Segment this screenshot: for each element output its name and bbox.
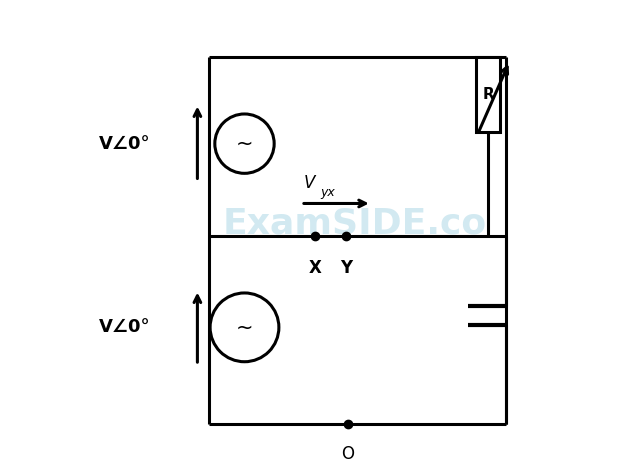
Text: V∠0°: V∠0° xyxy=(98,135,150,153)
Text: R: R xyxy=(482,87,494,102)
Circle shape xyxy=(210,293,279,362)
Text: ExamSIDE.co: ExamSIDE.co xyxy=(223,207,487,241)
Text: Y: Y xyxy=(340,259,352,277)
Text: yx: yx xyxy=(321,186,335,199)
Bar xyxy=(476,57,500,132)
Circle shape xyxy=(215,114,274,173)
Text: V∠0°: V∠0° xyxy=(98,318,150,336)
Text: ~: ~ xyxy=(236,134,253,154)
Text: V: V xyxy=(304,174,315,192)
Text: ~: ~ xyxy=(236,317,253,337)
Text: X: X xyxy=(309,259,321,277)
Text: O: O xyxy=(342,445,354,463)
